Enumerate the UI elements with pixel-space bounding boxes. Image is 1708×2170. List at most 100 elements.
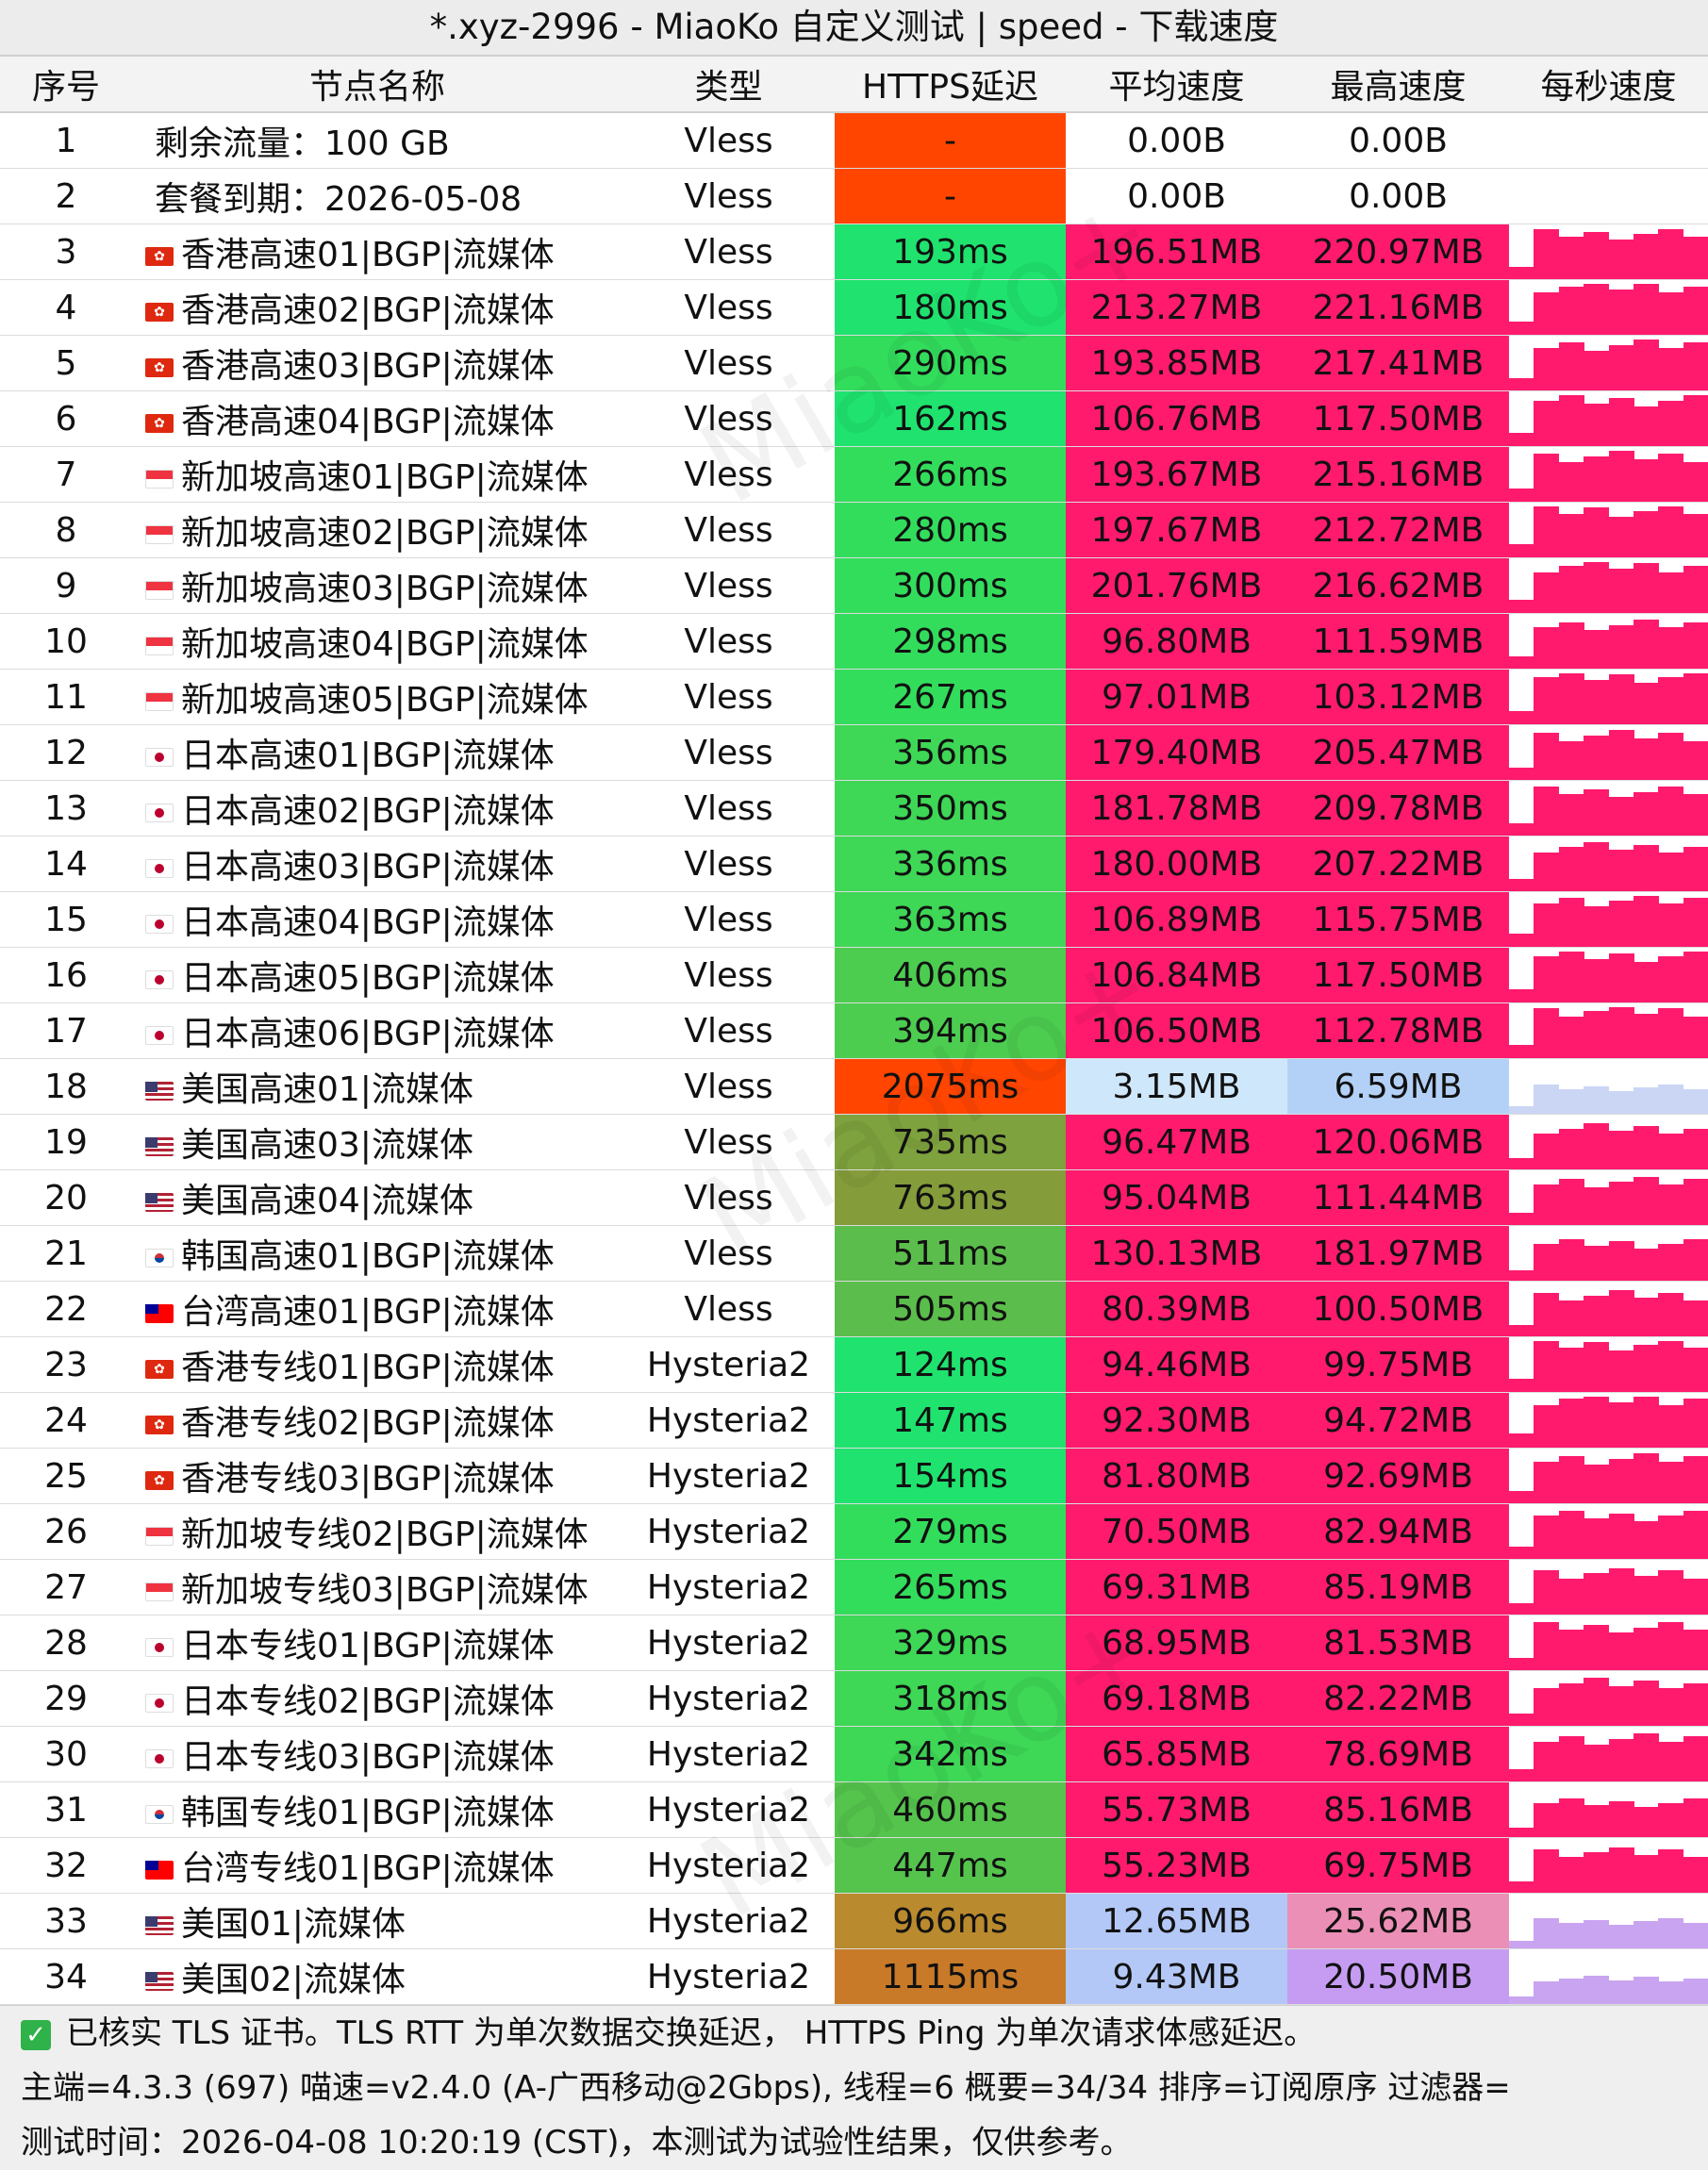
sparkline-bar	[1559, 1129, 1584, 1169]
node-type: Vless	[622, 669, 835, 725]
avg-speed: 130.13MB	[1066, 1225, 1287, 1282]
https-latency: 1115ms	[835, 1948, 1066, 2005]
table-row[interactable]: 4 ✿ 香港高速02|BGP|流媒体 Vless 180ms 213.27MB 221.16…	[0, 279, 1708, 336]
col-header-avg-speed[interactable]: 平均速度	[1066, 57, 1287, 113]
sparkline-bar	[1559, 1179, 1584, 1225]
table-row[interactable]: 5 ✿ 香港高速03|BGP|流媒体 Vless 290ms 193.85MB 217.41…	[0, 335, 1708, 391]
table-row[interactable]: 31 韩国专线01|BGP|流媒体 Hysteria2 460ms 55.73MB 85.…	[0, 1781, 1708, 1838]
sparkline-bar	[1534, 1008, 1559, 1058]
table-row[interactable]: 17 日本高速06|BGP|流媒体 Vless 394ms 106.50MB 112.78…	[0, 1002, 1708, 1059]
avg-speed: 55.73MB	[1066, 1781, 1287, 1838]
table-row[interactable]: 29 日本专线02|BGP|流媒体 Hysteria2 318ms 69.18MB 82.…	[0, 1670, 1708, 1727]
col-header-per-second-speed[interactable]: 每秒速度	[1509, 57, 1708, 113]
table-row[interactable]: 30 日本专线03|BGP|流媒体 Hysteria2 342ms 65.85MB 78.…	[0, 1726, 1708, 1782]
node-name-text: 日本专线02|BGP|流媒体	[181, 1682, 555, 1721]
node-type: Vless	[622, 224, 835, 280]
table-row[interactable]: 2 套餐到期：2026-05-08 Vless -0.00B 0.00B	[0, 168, 1708, 224]
node-name-cell: 美国高速01|流媒体	[132, 1058, 622, 1115]
sparkline-bar	[1683, 1683, 1708, 1726]
sparkline-bar	[1534, 1803, 1559, 1837]
sparkline-bar	[1658, 292, 1683, 335]
hong-kong-flag-icon: ✿	[145, 414, 174, 433]
avg-speed: 92.30MB	[1066, 1392, 1287, 1449]
sparkline-bar	[1658, 677, 1683, 724]
hong-kong-flag-icon: ✿	[145, 247, 174, 266]
node-type: Hysteria2	[622, 1448, 835, 1504]
japan-flag-icon	[145, 748, 174, 767]
sparkline-bar	[1534, 454, 1559, 502]
table-row[interactable]: 1 剩余流量：100 GB Vless -0.00B 0.00B	[0, 112, 1708, 169]
usa-flag-icon	[145, 1916, 174, 1935]
table-row[interactable]: 13 日本高速02|BGP|流媒体 Vless 350ms 181.78MB 209.78…	[0, 780, 1708, 837]
sparkline-bar	[1584, 842, 1609, 891]
per-second-speed-chart	[1509, 836, 1708, 892]
per-second-speed-chart	[1509, 1058, 1708, 1115]
table-row[interactable]: 34 美国02|流媒体 Hysteria2 1115ms 9.43MB 20.50MB	[0, 1948, 1708, 2005]
max-speed: 181.97MB	[1287, 1225, 1509, 1282]
col-header-max-speed[interactable]: 最高速度	[1287, 57, 1509, 113]
sparkline-bar	[1534, 292, 1559, 335]
row-index: 32	[0, 1837, 132, 1894]
sparkline-bar	[1633, 1855, 1659, 1893]
col-header-node-name[interactable]: 节点名称	[132, 57, 622, 113]
table-row[interactable]: 32 台湾专线01|BGP|流媒体 Hysteria2 447ms 55.23MB 69.…	[0, 1837, 1708, 1894]
node-name-cell: 美国高速04|流媒体	[132, 1169, 622, 1226]
https-latency: -	[835, 112, 1066, 169]
per-second-speed-chart	[1509, 1114, 1708, 1170]
table-row[interactable]: 12 日本高速01|BGP|流媒体 Vless 356ms 179.40MB 205.47…	[0, 724, 1708, 781]
table-row[interactable]: 15 日本高速04|BGP|流媒体 Vless 363ms 106.89MB 115.75…	[0, 891, 1708, 948]
table-row[interactable]: 7 新加坡高速01|BGP|流媒体 Vless 266ms 193.67MB 215.16…	[0, 446, 1708, 503]
sparkline-bar	[1658, 733, 1683, 780]
table-row[interactable]: 10 新加坡高速04|BGP|流媒体 Vless 298ms 96.80MB 111.59…	[0, 613, 1708, 670]
table-row[interactable]: 21 韩国高速01|BGP|流媒体 Vless 511ms 130.13MB 181.97…	[0, 1225, 1708, 1282]
sparkline-bar	[1609, 1459, 1634, 1503]
table-row[interactable]: 18 美国高速01|流媒体 Vless 2075ms 3.15MB 6.59MB	[0, 1058, 1708, 1115]
table-row[interactable]: 33 美国01|流媒体 Hysteria2 966ms 12.65MB 25.62MB	[0, 1893, 1708, 1949]
table-row[interactable]: 23 ✿ 香港专线01|BGP|流媒体 Hysteria2 124ms 94.46MB 99…	[0, 1336, 1708, 1393]
node-type: Vless	[622, 557, 835, 614]
per-second-speed-chart	[1509, 891, 1708, 948]
table-row[interactable]: 22 台湾高速01|BGP|流媒体 Vless 505ms 80.39MB 100.50M…	[0, 1281, 1708, 1337]
table-row[interactable]: 27 新加坡专线03|BGP|流媒体 Hysteria2 265ms 69.31MB 85…	[0, 1559, 1708, 1615]
max-speed: 209.78MB	[1287, 780, 1509, 837]
table-row[interactable]: 16 日本高速05|BGP|流媒体 Vless 406ms 106.84MB 117.50…	[0, 947, 1708, 1003]
table-row[interactable]: 28 日本专线01|BGP|流媒体 Hysteria2 329ms 68.95MB 81.…	[0, 1615, 1708, 1671]
sparkline-bar	[1584, 1011, 1609, 1058]
col-header-https-latency[interactable]: HTTPS延迟	[835, 57, 1066, 113]
table-row[interactable]: 19 美国高速03|流媒体 Vless 735ms 96.47MB 120.06MB	[0, 1114, 1708, 1170]
sparkline	[1509, 1918, 1708, 1948]
max-speed: 221.16MB	[1287, 279, 1509, 336]
sparkline-bar	[1584, 562, 1609, 613]
sparkline-bar	[1683, 514, 1708, 557]
table-row[interactable]: 14 日本高速03|BGP|流媒体 Vless 336ms 180.00MB 207.22…	[0, 836, 1708, 892]
table-row[interactable]: 8 新加坡高速02|BGP|流媒体 Vless 280ms 197.67MB 212.72…	[0, 502, 1708, 558]
sparkline-bar	[1584, 404, 1609, 446]
sparkline-bar	[1509, 1045, 1534, 1058]
node-name-cell: 美国02|流媒体	[132, 1948, 622, 2005]
col-header-type[interactable]: 类型	[622, 57, 835, 113]
col-header-index[interactable]: 序号	[0, 57, 132, 113]
sparkline-bar	[1683, 1239, 1708, 1281]
table-row[interactable]: 25 ✿ 香港专线03|BGP|流媒体 Hysteria2 154ms 81.80MB 92…	[0, 1448, 1708, 1504]
table-row[interactable]: 9 新加坡高速03|BGP|流媒体 Vless 300ms 201.76MB 216.62…	[0, 557, 1708, 614]
table-row[interactable]: 24 ✿ 香港专线02|BGP|流媒体 Hysteria2 147ms 92.30MB 94…	[0, 1392, 1708, 1449]
row-index: 9	[0, 557, 132, 614]
sparkline-bar	[1658, 1803, 1683, 1837]
table-row[interactable]: 11 新加坡高速05|BGP|流媒体 Vless 267ms 97.01MB 103.12…	[0, 669, 1708, 725]
node-name-text: 台湾高速01|BGP|流媒体	[181, 1293, 555, 1332]
https-latency: 318ms	[835, 1670, 1066, 1727]
node-name-cell: 日本专线01|BGP|流媒体	[132, 1615, 622, 1671]
sparkline-bar	[1683, 1511, 1708, 1559]
usa-flag-icon	[145, 1082, 174, 1101]
table-row[interactable]: 20 美国高速04|流媒体 Vless 763ms 95.04MB 111.44MB	[0, 1169, 1708, 1226]
table-row[interactable]: 26 新加坡专线02|BGP|流媒体 Hysteria2 279ms 70.50MB 82…	[0, 1503, 1708, 1560]
table-row[interactable]: 3 ✿ 香港高速01|BGP|流媒体 Vless 193ms 196.51MB 220.97…	[0, 224, 1708, 280]
max-speed: 115.75MB	[1287, 891, 1509, 948]
per-second-speed-chart	[1509, 1837, 1708, 1894]
sparkline-bar	[1559, 1579, 1584, 1615]
https-latency: 154ms	[835, 1448, 1066, 1504]
node-name-cell: ✿ 香港专线02|BGP|流媒体	[132, 1392, 622, 1449]
table-row[interactable]: 6 ✿ 香港高速04|BGP|流媒体 Vless 162ms 106.76MB 117.50…	[0, 390, 1708, 447]
per-second-speed-chart	[1509, 947, 1708, 1003]
sparkline-bar	[1658, 1405, 1683, 1448]
